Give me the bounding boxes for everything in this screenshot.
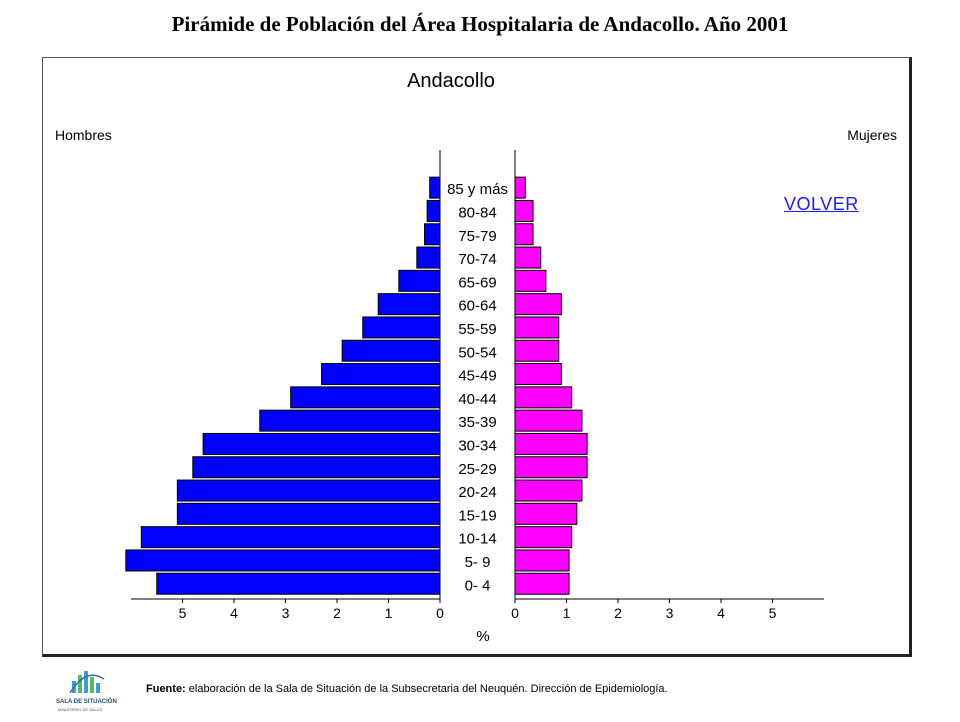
- x-tick-label-right: 0: [511, 605, 519, 621]
- age-group-label: 40-44: [458, 391, 496, 408]
- bar-hombres: [290, 386, 441, 409]
- age-group-label: 35-39: [458, 414, 496, 431]
- bar-mujeres: [514, 502, 578, 525]
- bar-mujeres: [514, 526, 573, 549]
- bar-mujeres: [514, 456, 588, 479]
- x-tick-label-right: 1: [563, 605, 571, 621]
- bar-hombres: [202, 432, 441, 455]
- bar-mujeres: [514, 246, 542, 269]
- age-group-label: 45-49: [458, 368, 496, 385]
- bars-hombres: [125, 176, 441, 595]
- bar-mujeres: [514, 363, 562, 386]
- bar-mujeres: [514, 176, 526, 199]
- logo-text-2: MINISTERIO DE SALUD: [58, 707, 103, 712]
- page-title: Pirámide de Población del Área Hospitala…: [171, 12, 789, 36]
- bar-hombres: [398, 269, 441, 292]
- bar-hombres: [259, 409, 441, 432]
- x-axis-label: %: [476, 628, 489, 645]
- right-series-label: Mujeres: [847, 127, 897, 143]
- age-group-label: 10-14: [458, 531, 496, 548]
- bar-mujeres: [514, 269, 547, 292]
- bar-mujeres: [514, 432, 588, 455]
- bar-hombres: [416, 246, 441, 269]
- bar-hombres: [424, 223, 441, 246]
- age-group-label: 80-84: [458, 204, 496, 221]
- age-group-label: 70-74: [458, 251, 496, 268]
- bars-mujeres: [514, 176, 588, 595]
- age-group-label: 5- 9: [465, 554, 491, 571]
- logo-text-1: SALA DE SITUACIÓN: [56, 697, 117, 705]
- x-tick-label-right: 5: [769, 605, 777, 621]
- x-tick-label-left: 0: [436, 605, 444, 621]
- bar-mujeres: [514, 549, 570, 572]
- bar-mujeres: [514, 199, 534, 222]
- age-group-label: 55-59: [458, 321, 496, 338]
- bar-hombres: [321, 363, 441, 386]
- age-group-label: 60-64: [458, 298, 496, 315]
- chart-frame: Andacollo Hombres Mujeres 85 y más 80-84 7…: [42, 57, 912, 657]
- age-group-label: 50-54: [458, 344, 496, 361]
- bar-mujeres: [514, 339, 560, 362]
- source-note: Fuente: elaboración de la Sala de Situac…: [146, 683, 668, 695]
- bar-hombres: [140, 526, 441, 549]
- age-group-label: 65-69: [458, 274, 496, 291]
- bar-hombres: [341, 339, 441, 362]
- bar-hombres: [377, 293, 441, 316]
- left-series-label: Hombres: [55, 127, 112, 143]
- age-group-label: 85 y más: [447, 181, 508, 198]
- population-pyramid-chart: Andacollo Hombres Mujeres 85 y más 80-84 7…: [55, 70, 897, 645]
- x-tick-label-left: 4: [230, 605, 238, 621]
- sala-de-situacion-logo: SALA DE SITUACIÓN MINISTERIO DE SALUD: [52, 665, 138, 717]
- bar-mujeres: [514, 572, 570, 595]
- x-tick-label-left: 3: [282, 605, 290, 621]
- source-text: elaboración de la Sala de Situación de l…: [188, 683, 668, 695]
- age-group-labels: 85 y más 80-84 75-79 70-74 65-69 60-64 55-59 50…: [447, 181, 508, 594]
- bar-mujeres: [514, 386, 573, 409]
- x-tick-label-left: 1: [385, 605, 393, 621]
- chart-title: Andacollo: [407, 70, 495, 92]
- bar-mujeres: [514, 409, 583, 432]
- bar-mujeres: [514, 293, 562, 316]
- bar-hombres: [125, 549, 441, 572]
- bar-hombres: [176, 479, 441, 502]
- volver-link[interactable]: VOLVER: [784, 194, 859, 214]
- bar-mujeres: [514, 479, 583, 502]
- bar-hombres: [156, 572, 441, 595]
- source-label: Fuente:: [146, 683, 186, 695]
- age-group-label: 30-34: [458, 437, 496, 454]
- x-tick-label-right: 2: [614, 605, 622, 621]
- bar-hombres: [176, 502, 441, 525]
- x-tick-label-left: 5: [179, 605, 187, 621]
- age-group-label: 75-79: [458, 228, 496, 245]
- bar-hombres: [192, 456, 441, 479]
- bar-mujeres: [514, 223, 534, 246]
- bar-hombres: [362, 316, 441, 339]
- axes: 5 4 3 2 1 0 0 1 2 3 4 5: [131, 150, 824, 621]
- bar-mujeres: [514, 316, 560, 339]
- age-group-label: 25-29: [458, 461, 496, 478]
- x-tick-label-right: 3: [666, 605, 674, 621]
- age-group-label: 15-19: [458, 507, 496, 524]
- x-tick-label-right: 4: [717, 605, 725, 621]
- x-tick-label-left: 2: [333, 605, 341, 621]
- bar-hombres: [429, 176, 441, 199]
- bar-hombres: [426, 199, 441, 222]
- age-group-label: 0- 4: [465, 577, 491, 594]
- age-group-label: 20-24: [458, 484, 496, 501]
